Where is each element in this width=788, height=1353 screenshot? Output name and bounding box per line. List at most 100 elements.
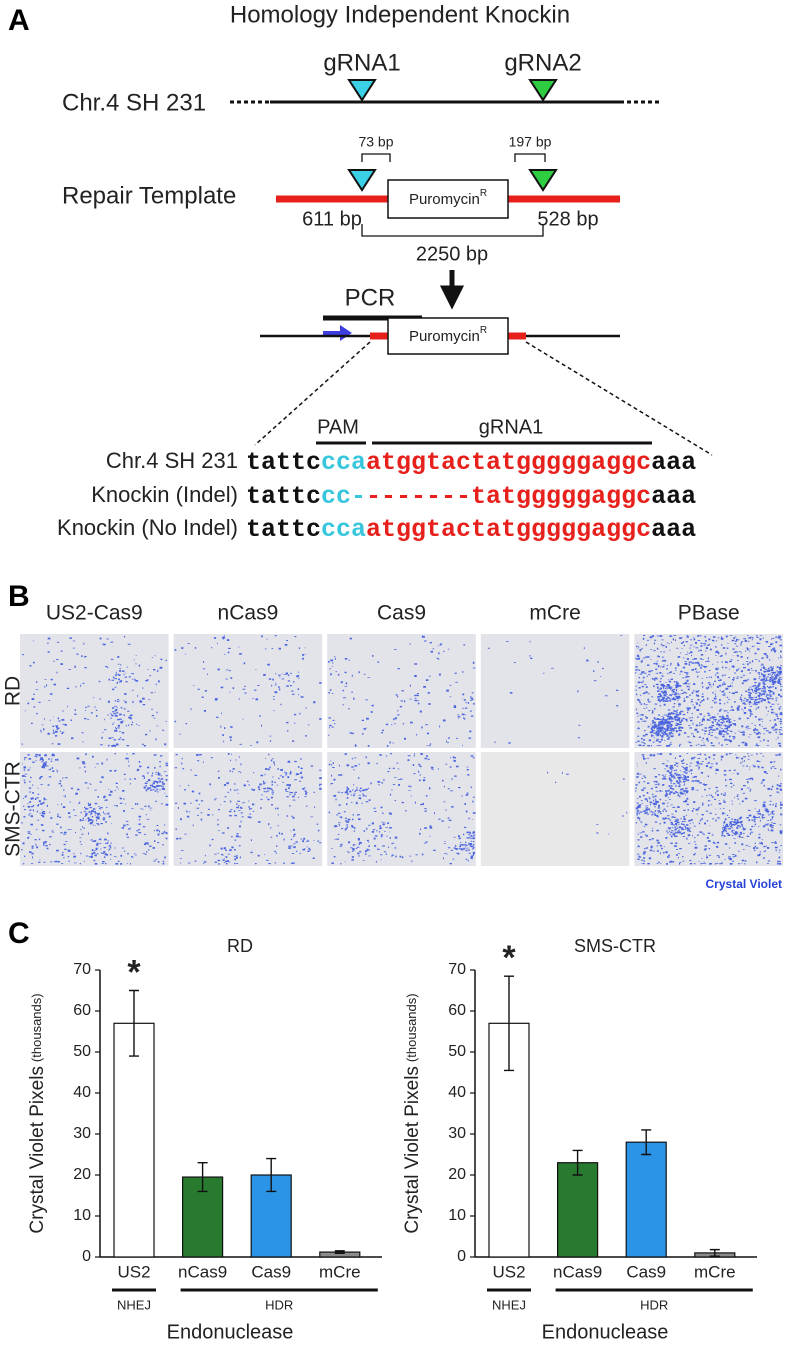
sequence: tattcccaatggtactatgggggaggcaaa [246, 515, 696, 544]
x-tick-label: mCre [319, 1262, 361, 1281]
cut-site-2 [528, 169, 558, 192]
column-label: PBase [678, 602, 740, 625]
cassette-text: Puromycin [409, 191, 480, 208]
sequence-part: cca [321, 515, 366, 544]
error-bar [504, 975, 514, 1072]
sequence-block: Chr.4 SH 231 tattcccaatggtactatgggggaggca… [57, 448, 696, 544]
y-tick-label: 60 [73, 1002, 91, 1019]
y-axis-label: Crystal Violet Pixels (thousands) [402, 993, 423, 1233]
cassette-text: Puromycin [409, 328, 480, 345]
cassette-superscript: R [480, 325, 487, 336]
panel-letter: B [8, 580, 30, 613]
image-grid: US2-Cas9 nCas9 Cas9 mCre PBase RD SMS-CTR [2, 602, 783, 866]
cell-stain [21, 635, 167, 747]
column-label: Cas9 [377, 602, 426, 625]
plate-image [173, 752, 323, 866]
error-bar [709, 1248, 720, 1257]
y-tick-label: 10 [73, 1207, 91, 1224]
cassette-box [387, 179, 509, 219]
sequence-part: cc- [321, 482, 366, 511]
bp-label: 73 bp [358, 134, 393, 150]
sequence: tattccc--------tatgggggaggcaaa [246, 482, 696, 511]
sequence-label: Chr.4 SH 231 [106, 448, 238, 473]
sequence-label: Knockin (No Indel) [57, 515, 238, 540]
y-axis-label-text: Crystal Violet Pixels [402, 1066, 423, 1234]
row-label: SMS-CTR [2, 761, 25, 857]
y-tick-label: 30 [73, 1125, 91, 1142]
group-label: NHEJ [492, 1297, 526, 1312]
bar-chart: RD Crystal Violet Pixels (thousands) 0 10 20 3… [27, 936, 382, 1343]
cell-stain [635, 753, 783, 865]
y-tick-label: 0 [457, 1248, 466, 1265]
cassette-box [387, 317, 509, 355]
panel-letter: A [8, 4, 30, 37]
primer-forward [323, 325, 352, 341]
cut-site-1 [347, 169, 377, 192]
bar [556, 1162, 599, 1258]
column-label: mCre [529, 602, 580, 625]
bar-chart: SMS-CTR Crystal Violet Pixels (thousands) 0… [402, 936, 757, 1343]
cell-stain [21, 753, 169, 865]
x-axis-label: Endonuclease [542, 1321, 669, 1343]
column-label: nCas9 [218, 602, 279, 625]
error-bar [641, 1129, 652, 1156]
x-tick-label: nCas9 [553, 1262, 602, 1281]
stain-label: Crystal Violet [706, 877, 782, 891]
zoom-line [525, 341, 713, 456]
sequence: tattcccaatggtactatgggggaggcaaa [246, 448, 696, 477]
row-label: RD [2, 676, 25, 706]
cut-site-1 [347, 79, 377, 102]
x-tick-label: Cas9 [251, 1262, 291, 1281]
error-bar [129, 989, 139, 1057]
chart-title: RD [227, 936, 253, 956]
cut-site-2 [528, 79, 558, 102]
x-tick-label: US2 [117, 1262, 150, 1281]
plate-image [480, 634, 630, 748]
error-bar [266, 1157, 277, 1193]
y-tick-label: 40 [73, 1084, 91, 1101]
bp-label: 2250 bp [416, 243, 488, 265]
y-tick-label: 60 [448, 1002, 466, 1019]
bar [625, 1141, 667, 1258]
y-tick-label: 20 [73, 1166, 91, 1183]
y-tick-label: 40 [448, 1084, 466, 1101]
y-tick-label: 20 [448, 1166, 466, 1183]
sequence-part: cca [321, 448, 366, 477]
plate-image [634, 752, 783, 866]
template-label: Repair Template [62, 182, 236, 209]
arrow-down [439, 270, 465, 310]
y-tick-label: 70 [448, 961, 466, 978]
y-tick-label: 50 [73, 1043, 91, 1060]
y-tick-label: 30 [448, 1125, 466, 1142]
sequence-part: aaa [651, 482, 696, 511]
sequence-part: tattc [246, 515, 321, 544]
sequence-part: tattc [246, 482, 321, 511]
chart-title: SMS-CTR [574, 936, 656, 956]
grna-label: gRNA1 [479, 416, 543, 438]
bracket [361, 153, 391, 162]
grna-label: gRNA2 [504, 49, 581, 76]
plate-image [173, 634, 323, 748]
cell-stain [635, 635, 783, 747]
x-tick-label: US2 [492, 1262, 525, 1281]
panel-letter: C [8, 917, 30, 950]
group-label: HDR [640, 1297, 668, 1312]
y-axis-label: Crystal Violet Pixels (thousands) [27, 993, 48, 1233]
x-tick-label: Cas9 [626, 1262, 666, 1281]
plate-image [480, 752, 630, 866]
grna-label: gRNA1 [323, 49, 400, 76]
y-tick-label: 10 [448, 1207, 466, 1224]
sequence-part: atggtactatgggggaggc [366, 448, 651, 477]
cassette-label: PuromycinR [409, 325, 487, 345]
plate-image [20, 634, 169, 748]
y-axis-label-text: Crystal Violet Pixels [27, 1066, 48, 1234]
sequence-part: atggtactatgggggaggc [366, 515, 651, 544]
cassette-label: PuromycinR [409, 188, 487, 208]
significance-marker: * [127, 953, 141, 991]
sequence-part: tattc [246, 448, 321, 477]
y-tick-label: 0 [82, 1248, 91, 1265]
column-label: US2-Cas9 [46, 602, 143, 625]
y-tick-label: 50 [448, 1043, 466, 1060]
bracket [514, 153, 546, 162]
